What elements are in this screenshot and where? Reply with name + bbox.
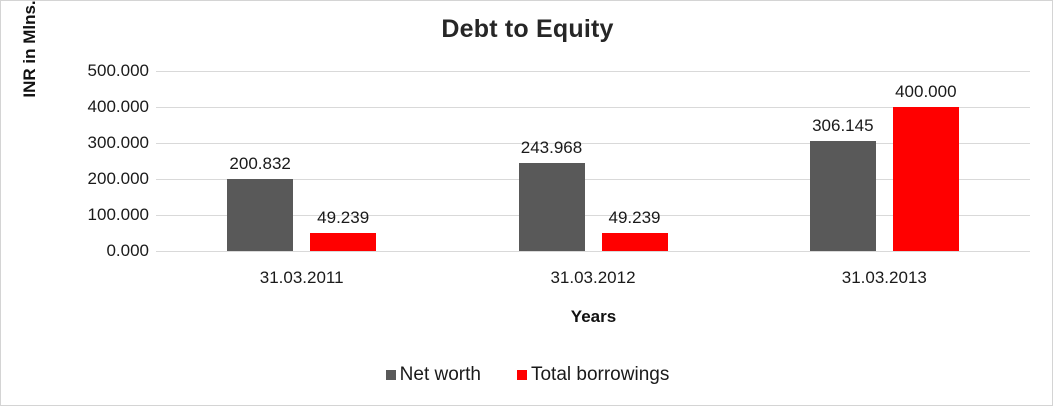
legend-swatch-icon bbox=[385, 370, 396, 380]
bar-net-worth[interactable] bbox=[809, 140, 876, 251]
gridline bbox=[156, 71, 1030, 72]
legend-item-net-worth[interactable]: Net worth bbox=[385, 364, 481, 386]
plot-area: 200.832 49.239 243.968 49.239 306.145 400.000 bbox=[156, 71, 1030, 252]
x-axis-category-label: 31.03.2012 bbox=[550, 268, 636, 287]
gridline bbox=[156, 179, 1030, 180]
x-axis-title: Years bbox=[570, 307, 617, 326]
chart-legend: Net worth Total borrowings bbox=[1, 364, 1052, 386]
x-axis-category-label: 31.03.2013 bbox=[841, 268, 927, 287]
x-axis-category-label: 31.03.2011 bbox=[259, 268, 344, 287]
y-axis-tick-label: 0.000 bbox=[106, 241, 149, 260]
bar-value-label: 49.239 bbox=[317, 208, 370, 228]
bar-total-borrowings[interactable] bbox=[892, 107, 959, 251]
bar-net-worth[interactable] bbox=[518, 163, 585, 251]
bar-value-label: 49.239 bbox=[608, 208, 661, 228]
x-axis-category-labels: 31.03.2011 31.03.2012 31.03.2013 bbox=[156, 268, 1030, 292]
y-axis-tick-label: 500.000 bbox=[87, 61, 149, 80]
bar-total-borrowings[interactable] bbox=[310, 233, 377, 251]
y-axis-tick-label: 300.000 bbox=[87, 133, 149, 152]
gridline bbox=[156, 215, 1030, 216]
gridline bbox=[156, 251, 1030, 252]
y-axis-tick-label: 100.000 bbox=[87, 205, 149, 224]
gridline bbox=[156, 143, 1030, 144]
y-axis-tick-label: 200.000 bbox=[87, 169, 149, 188]
gridline bbox=[156, 107, 1030, 108]
legend-label: Net worth bbox=[399, 364, 481, 385]
chart-title: Debt to Equity bbox=[441, 15, 614, 43]
legend-swatch-icon bbox=[516, 370, 527, 380]
y-axis-tick-label: 400.000 bbox=[87, 97, 149, 116]
bar-net-worth[interactable] bbox=[227, 178, 294, 251]
bar-value-label: 306.145 bbox=[812, 115, 874, 135]
y-axis-title: INR in Mlns. bbox=[20, 0, 39, 98]
bar-value-label: 400.000 bbox=[895, 82, 957, 101]
bar-total-borrowings[interactable] bbox=[601, 233, 668, 251]
legend-label: Total borrowings bbox=[530, 364, 670, 385]
y-axis-tick-labels: 500.000 400.000 300.000 200.000 100.000 0.000 bbox=[61, 62, 149, 259]
bar-value-label: 243.968 bbox=[520, 138, 583, 158]
bar-value-label: 200.832 bbox=[229, 153, 291, 173]
legend-item-total-borrowings[interactable]: Total borrowings bbox=[516, 364, 670, 386]
